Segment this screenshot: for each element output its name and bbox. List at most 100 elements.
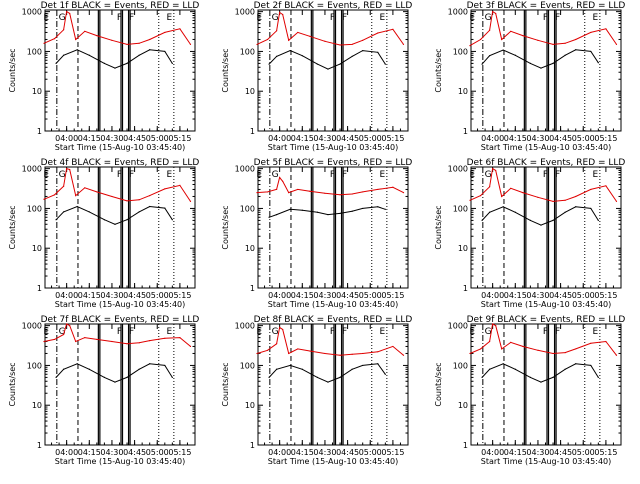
y-axis-label: Counts/sec [434, 362, 443, 406]
y-tick-label: 10 [32, 244, 42, 253]
panel: Det 2f BLACK = Events, RED = LLD 1 10 100 10… [221, 1, 412, 152]
lld-point [501, 348, 503, 350]
x-tick-label: 04:45 [123, 291, 146, 300]
events-point [529, 376, 531, 379]
lld-point [377, 32, 379, 34]
lld-point [297, 348, 299, 350]
lld-point [522, 345, 524, 348]
events-point [489, 211, 491, 213]
x-tick-label: 04:45 [549, 448, 572, 457]
events-series-line [55, 363, 173, 383]
y-tick-label: 100 [27, 361, 42, 370]
events-point [316, 63, 318, 65]
lld-point [495, 169, 497, 172]
y-tick-label: 1000 [448, 322, 468, 331]
lld-point [288, 39, 290, 41]
lld-point [495, 12, 497, 15]
events-point [268, 216, 270, 218]
lld-point [149, 340, 151, 342]
lld-point [43, 42, 45, 44]
y-axis-label: Counts/sec [221, 362, 230, 406]
x-tick-label: 04:30 [526, 134, 549, 143]
events-point [138, 54, 140, 56]
lld-point [522, 191, 524, 194]
lld-point [492, 168, 494, 170]
events-point [384, 63, 386, 65]
lld-point [469, 199, 471, 201]
x-tick-label: 05:00 [359, 134, 382, 143]
lld-point [495, 325, 497, 327]
region-marker: G [272, 327, 279, 337]
events-point [276, 368, 278, 370]
lld-point [392, 186, 394, 188]
lld-point [276, 343, 278, 345]
region-marker: E [43, 13, 49, 23]
events-point [316, 376, 318, 379]
x-tick-label: 05:15 [381, 291, 404, 300]
events-point [103, 62, 105, 65]
lld-point [575, 38, 577, 41]
plot-frame [44, 9, 196, 132]
lld-point [351, 193, 353, 195]
plot-frame [44, 166, 196, 289]
events-point [55, 376, 57, 379]
lld-point [564, 42, 566, 44]
events-point [339, 212, 341, 215]
x-tick-label: 04:45 [123, 134, 146, 143]
events-point [289, 49, 291, 52]
y-tick-label: 10 [458, 87, 468, 96]
events-point [362, 207, 364, 210]
region-marker: G [485, 327, 492, 337]
events-point [540, 381, 542, 383]
lld-point [351, 353, 353, 355]
x-tick-label: 04:00 [268, 291, 291, 300]
lld-point [53, 38, 56, 40]
lld-point [510, 187, 512, 189]
lld-point [43, 340, 45, 343]
region-marker: F [543, 327, 548, 337]
events-point [540, 224, 542, 226]
lld-point [605, 340, 607, 343]
y-axis-label: Counts/sec [8, 205, 17, 249]
x-axis-label: Start Time (15-Aug-10 03:45:40) [268, 300, 399, 309]
events-point [502, 206, 504, 208]
events-point [377, 206, 379, 208]
lld-point [149, 38, 151, 41]
lld-point [590, 342, 592, 344]
y-tick-label: 1000 [22, 8, 42, 17]
lld-point [75, 38, 77, 41]
lld-point [377, 188, 379, 191]
lld-point [362, 352, 364, 355]
events-point [590, 50, 592, 53]
lld-point [339, 44, 341, 46]
lld-point [69, 12, 71, 15]
region-marker: G [272, 170, 279, 180]
y-tick-label: 1 [250, 441, 255, 450]
y-tick-label: 1000 [235, 8, 255, 17]
events-point [268, 63, 270, 65]
x-tick-label: 05:15 [168, 134, 191, 143]
x-tick-label: 04:30 [100, 291, 123, 300]
events-point [63, 54, 65, 56]
lld-point [402, 191, 405, 194]
lld-point [501, 38, 503, 41]
x-tick-label: 04:15 [291, 448, 314, 457]
y-tick-label: 1000 [448, 165, 468, 174]
lld-point [282, 180, 284, 182]
y-axis-label: Counts/sec [434, 48, 443, 92]
y-tick-label: 10 [245, 87, 255, 96]
lld-point [590, 188, 592, 191]
events-point [481, 63, 483, 65]
region-marker: G [485, 170, 492, 180]
region-marker: E [256, 170, 262, 180]
lld-point [84, 337, 86, 339]
panel: Det 3f BLACK = Events, RED = LLD 1 10 100 10… [434, 1, 625, 152]
lld-point [111, 39, 113, 41]
region-marker: E [43, 327, 49, 337]
x-tick-label: 05:15 [381, 448, 404, 457]
x-tick-label: 04:15 [78, 448, 101, 457]
y-tick-label: 1 [463, 441, 468, 450]
x-tick-label: 05:00 [146, 291, 169, 300]
y-tick-label: 1 [463, 284, 468, 293]
